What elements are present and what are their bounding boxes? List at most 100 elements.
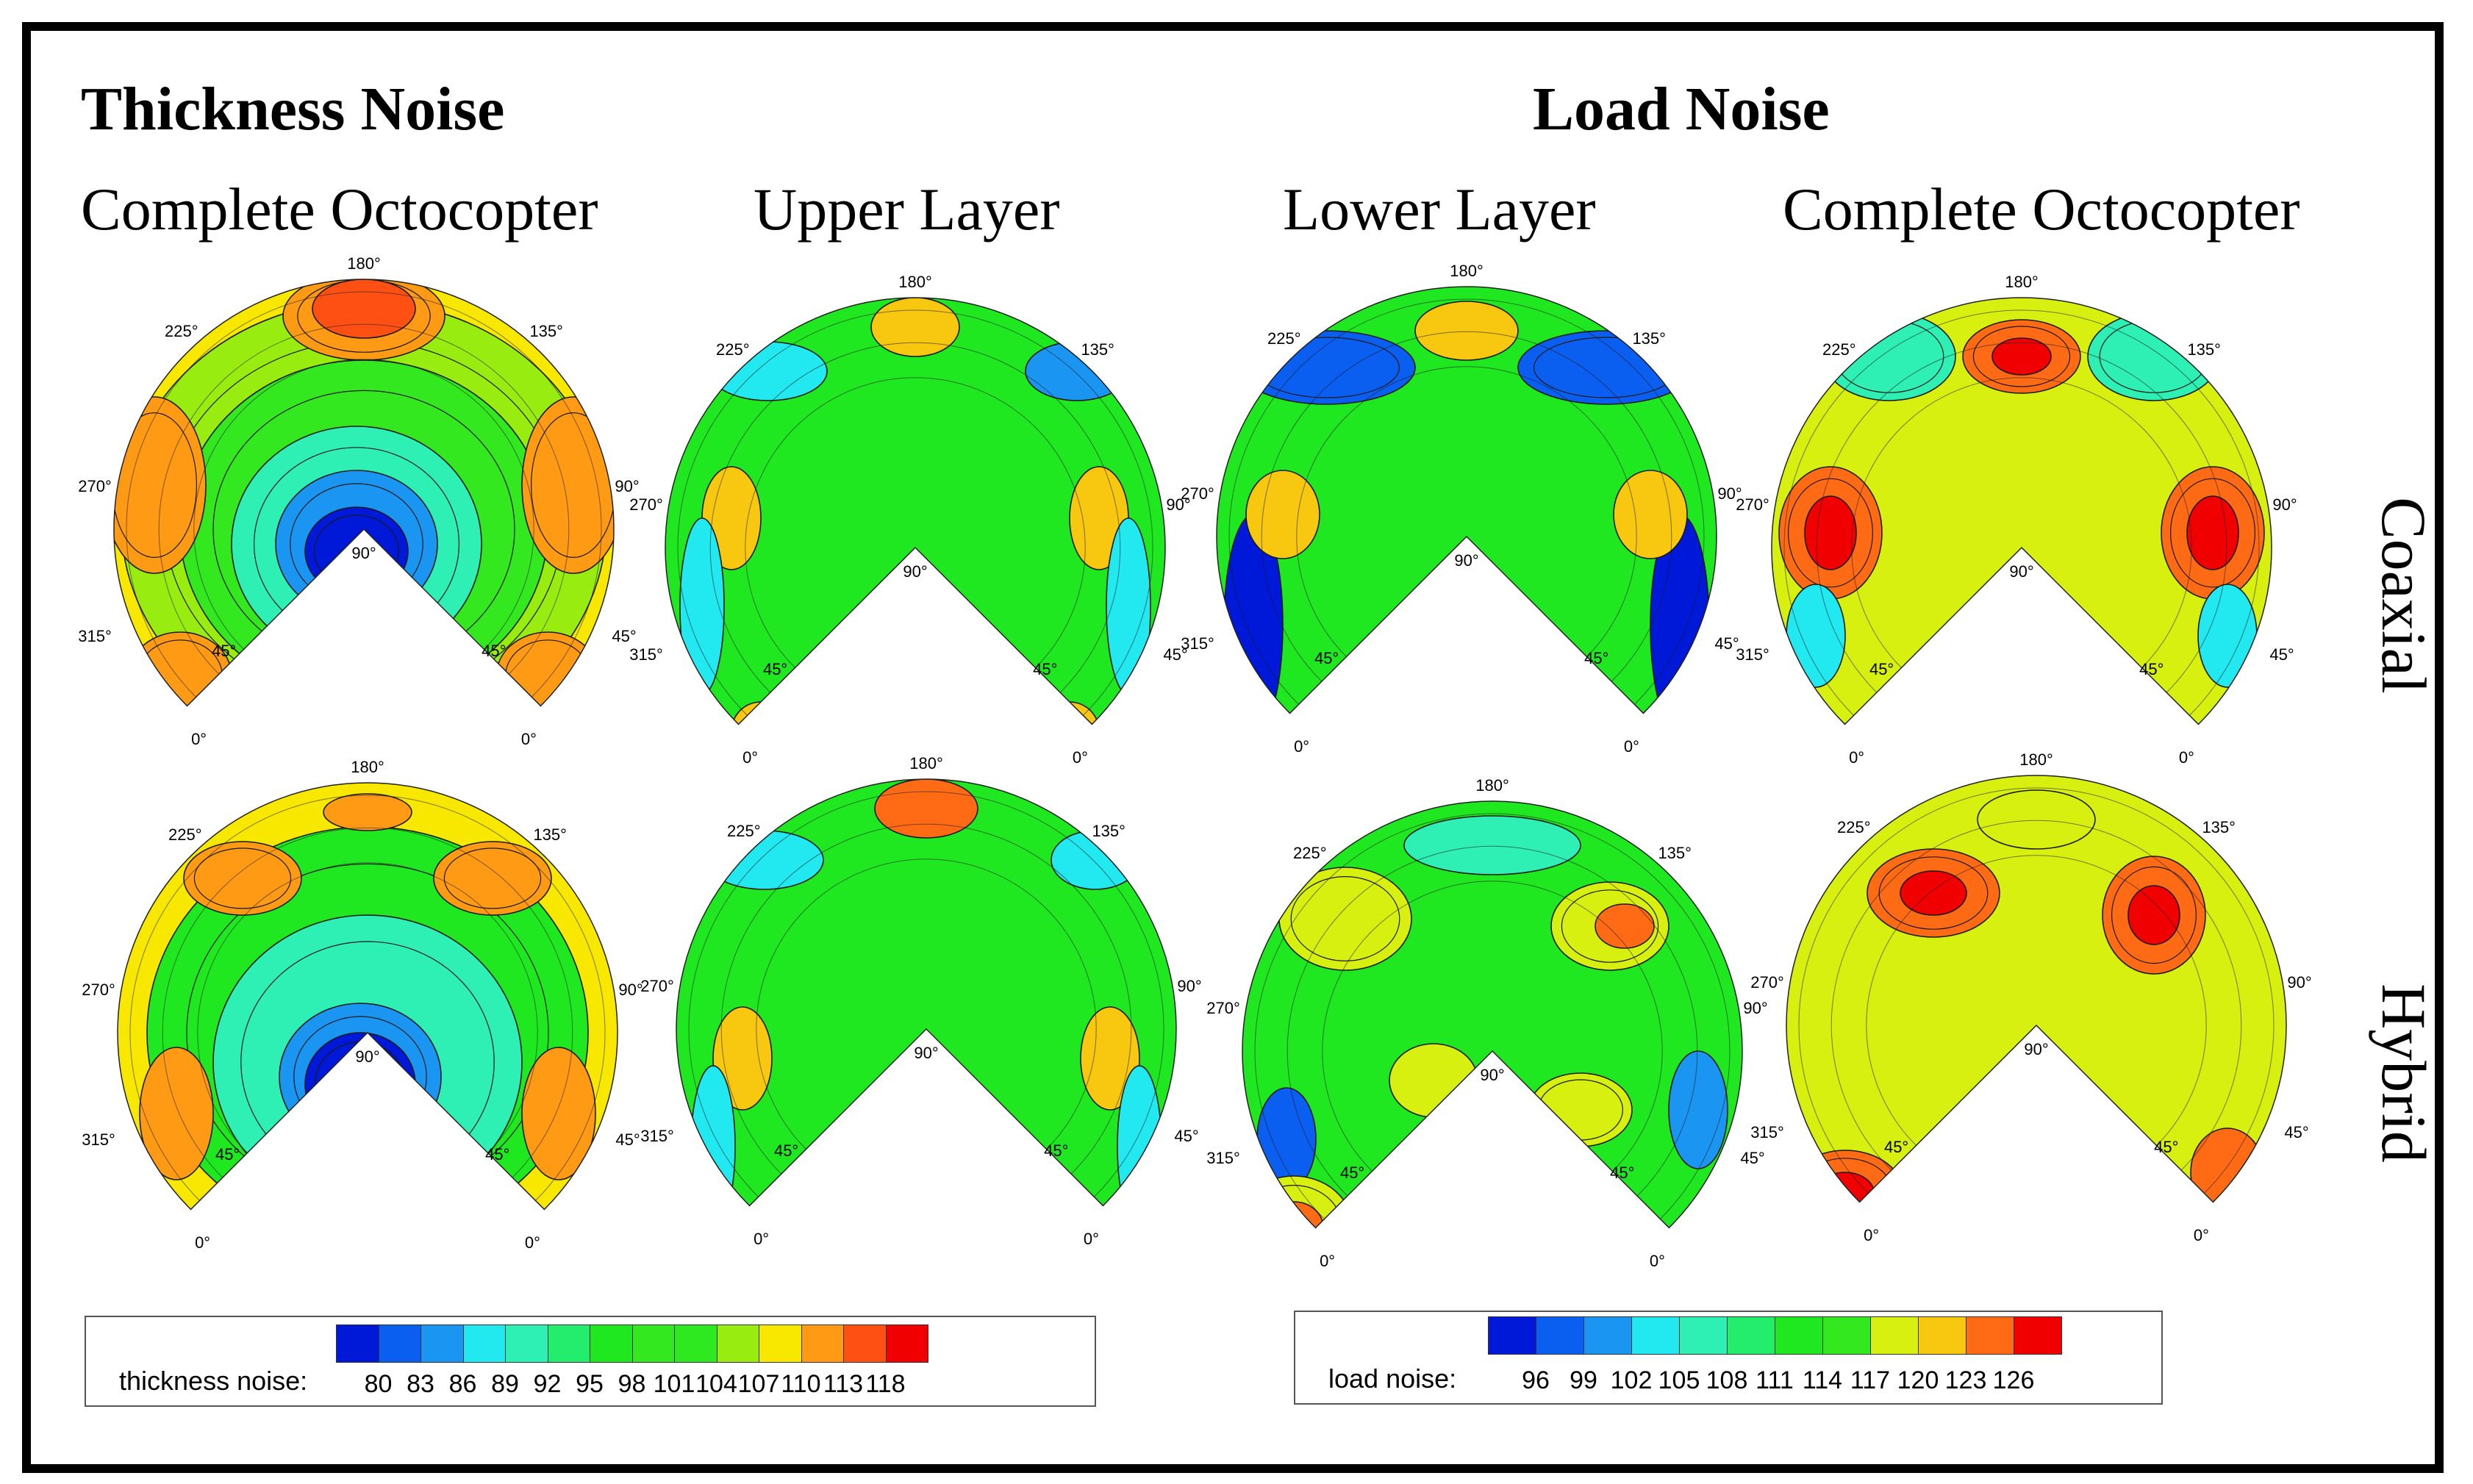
contour-panel: 180° 135° 90° 45° 0° 0° 45° 45° 90° 315° 270° 225°	[1736, 273, 2297, 767]
panel-outline	[117, 782, 618, 1211]
angle-label: 315°	[640, 1127, 674, 1145]
angle-label: 180°	[351, 758, 384, 776]
angle-label: 45°	[2269, 645, 2294, 664]
angle-label: 45°	[612, 627, 636, 645]
contour-region	[2127, 885, 2180, 945]
angle-label: 0°	[191, 730, 207, 748]
legend-thickness-title: thickness noise:	[119, 1366, 308, 1396]
legend-thickness-swatch	[505, 1325, 548, 1363]
angle-label: 90°	[1480, 1066, 1504, 1084]
contour-line	[113, 412, 198, 558]
angle-label: 270°	[1750, 973, 1784, 992]
angle-label: 90°	[914, 1044, 938, 1062]
contour-region	[679, 517, 725, 695]
angle-label: 0°	[521, 730, 537, 748]
angle-label: 270°	[629, 495, 663, 514]
angle-label: 225°	[1267, 329, 1301, 348]
contour-region	[2190, 1128, 2265, 1202]
angle-label: 135°	[529, 322, 563, 340]
contour-line	[1290, 875, 1400, 961]
contour-region	[1528, 1072, 1633, 1147]
contour-region	[712, 1006, 773, 1111]
angle-label: 90°	[615, 477, 639, 495]
contour-panel: 180° 135° 90° 45° 0° 0° 45° 45° 90° 315° 270° 225°	[78, 254, 639, 748]
contour-line	[1830, 820, 2242, 1202]
legend-thickness-tick-label: 104	[695, 1370, 737, 1398]
thickness-noise-header: Thickness Noise	[81, 75, 505, 143]
angle-label: 225°	[716, 340, 750, 359]
legend-load-swatch	[1870, 1316, 1919, 1355]
angle-label: 45°	[212, 642, 236, 660]
column-header-2: Upper Layer	[754, 176, 1060, 243]
legend-load-tick-label: 96	[1522, 1366, 1550, 1394]
legend-thickness-swatch	[336, 1325, 379, 1363]
contour-line	[688, 791, 1164, 1206]
panel-outline	[1216, 286, 1717, 714]
contour-region	[279, 1003, 442, 1151]
contour-region	[433, 841, 552, 916]
angle-label: 90°	[2272, 495, 2297, 514]
legend-thickness-swatch	[801, 1325, 844, 1363]
legend-thickness-swatch	[590, 1325, 633, 1363]
contour-region	[1245, 470, 1320, 559]
angle-label: 45°	[1314, 649, 1339, 667]
angle-label: 315°	[629, 645, 663, 664]
angle-label: 180°	[898, 273, 932, 291]
panel-outline	[1242, 800, 1743, 1229]
legend-load-swatch	[1966, 1316, 2014, 1355]
contour-region	[1264, 1201, 1324, 1228]
angle-label: 225°	[1822, 340, 1856, 359]
angle-label: 45°	[1174, 1127, 1198, 1145]
contour-panel: 180° 135° 90° 45° 0° 0° 45° 45° 90° 315° 270° 225°	[1206, 776, 1767, 1270]
contour-region	[1238, 330, 1416, 405]
angle-label: 45°	[485, 1145, 509, 1164]
angle-label: 0°	[1294, 737, 1309, 756]
contour-region	[1117, 1065, 1162, 1206]
load-noise-header: Load Noise	[1533, 75, 1830, 143]
legend-thickness-tick-label: 80	[364, 1370, 393, 1398]
angle-label: 90°	[2287, 973, 2311, 992]
angle-label: 180°	[2019, 750, 2053, 769]
contour-region	[731, 701, 791, 725]
contour-line	[1561, 889, 1659, 963]
contour-line	[720, 823, 1132, 1206]
angle-label: 90°	[618, 981, 643, 999]
angle-label: 90°	[1743, 999, 1767, 1017]
legend-thickness-tick-label: 89	[491, 1370, 519, 1398]
contour-line	[193, 847, 292, 909]
contour-region	[323, 793, 412, 831]
legend-thickness-tick-label: 110	[781, 1370, 821, 1398]
contour-region	[521, 1047, 596, 1180]
angle-label: 135°	[1658, 844, 1692, 862]
legend-load-swatch	[1679, 1316, 1728, 1355]
contour-region	[705, 830, 824, 890]
legend-load-tick-label: 123	[1944, 1366, 1987, 1394]
legend-load-swatch	[2014, 1316, 2062, 1355]
figure-frame	[22, 22, 2444, 1473]
angle-label: 315°	[82, 1130, 115, 1149]
legend-thickness-swatch	[462, 1325, 506, 1363]
angle-label: 90°	[351, 544, 376, 562]
angle-label: 315°	[1750, 1123, 1784, 1141]
angle-label: 0°	[1084, 1230, 1099, 1248]
angle-label: 270°	[1206, 999, 1240, 1017]
contour-line	[443, 847, 542, 909]
angle-label: 45°	[763, 660, 787, 678]
contour-line	[1788, 478, 1874, 588]
contour-line	[1878, 856, 1989, 930]
contour-region	[139, 1047, 214, 1180]
panel-outline	[113, 279, 615, 707]
angle-label: 90°	[2009, 562, 2033, 581]
angle-label: 45°	[1584, 649, 1608, 667]
angle-label: 45°	[1163, 645, 1187, 664]
angle-label: 135°	[1081, 340, 1114, 359]
legend-load-tick-label: 99	[1570, 1366, 1597, 1394]
angle-label: 180°	[347, 254, 381, 273]
contour-region	[1786, 1150, 1905, 1202]
angle-label: 135°	[533, 825, 567, 844]
contour-panel: 180° 135° 90° 45° 0° 0° 45° 45° 90° 315° 270° 225°	[1750, 750, 2311, 1244]
legend-load-tick-label: 117	[1850, 1366, 1891, 1394]
contour-line	[1286, 845, 1698, 1228]
contour-region	[1517, 330, 1695, 405]
panel-outline	[676, 778, 1177, 1207]
